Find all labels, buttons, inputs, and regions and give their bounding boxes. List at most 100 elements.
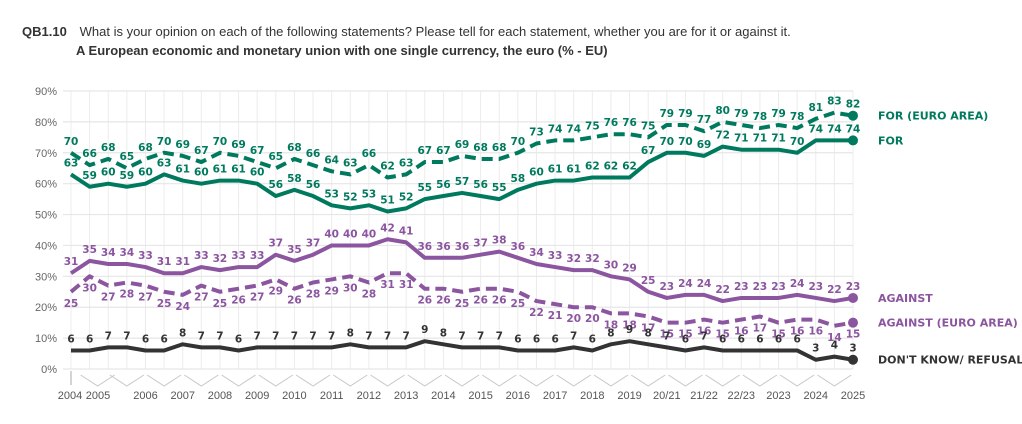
x-axis-chevron (668, 374, 703, 387)
data-label: 3 (849, 343, 856, 355)
legend-label: AGAINST (EURO AREA) (878, 317, 1018, 330)
data-label: 7 (700, 330, 707, 342)
data-label: 31 (380, 279, 395, 291)
data-label: 70 (659, 136, 674, 148)
series-end-marker (848, 135, 858, 146)
data-label: 70 (213, 136, 228, 148)
data-label: 6 (682, 333, 689, 345)
series-line-against-euro-area (69, 271, 854, 328)
data-label: 27 (194, 292, 209, 304)
data-label: 23 (659, 281, 674, 293)
data-label: 81 (808, 102, 823, 114)
data-label: 7 (402, 330, 409, 342)
data-label: 62 (604, 160, 619, 172)
data-label: 69 (697, 139, 712, 151)
data-label: 60 (529, 167, 544, 179)
x-axis-chevron (184, 374, 219, 387)
data-label: 52 (343, 191, 358, 203)
data-label: 25 (64, 298, 79, 310)
series-end-marker (848, 110, 858, 121)
data-label: 23 (753, 281, 768, 293)
data-label: 70 (790, 136, 805, 148)
data-label: 66 (82, 148, 97, 160)
data-label: 7 (105, 330, 112, 342)
data-label: 6 (775, 333, 782, 345)
data-label: 33 (548, 250, 563, 262)
data-label: 71 (771, 133, 786, 145)
data-label: 63 (399, 157, 414, 169)
data-label: 53 (324, 188, 339, 200)
data-label: 68 (287, 142, 302, 154)
x-tick-label: 2014 (431, 390, 455, 402)
data-label: 37 (306, 238, 321, 250)
data-label: 56 (473, 179, 488, 191)
series-end-marker (848, 354, 858, 365)
data-label: 51 (380, 194, 395, 206)
data-label: 22 (715, 284, 730, 296)
data-label: 29 (324, 285, 339, 297)
x-axis-chevron (481, 374, 517, 387)
x-tick-label: 2023 (766, 390, 790, 402)
x-axis-chevron (556, 374, 591, 387)
data-label: 6 (86, 333, 93, 345)
data-label: 25 (213, 298, 228, 310)
data-label: 28 (306, 289, 321, 301)
x-axis-chevron (705, 374, 740, 387)
data-label: 26 (436, 295, 451, 307)
data-label: 67 (194, 145, 209, 157)
data-label: 66 (362, 148, 377, 160)
x-tick-label: 2012 (357, 390, 381, 402)
data-label: 36 (417, 241, 432, 253)
data-label: 26 (417, 295, 432, 307)
data-label: 7 (328, 330, 335, 342)
x-tick-label: 2011 (320, 390, 344, 402)
series-end-marker (848, 317, 858, 328)
data-label: 38 (492, 235, 507, 247)
series-line-don-t-know-refusal (71, 339, 854, 362)
y-tick-label: 0% (41, 364, 57, 376)
data-label: 31 (175, 256, 190, 268)
data-label: 70 (64, 136, 79, 148)
data-label: 25 (157, 298, 172, 310)
data-label: 28 (120, 289, 135, 301)
data-label: 7 (216, 330, 223, 342)
x-tick-label: 2006 (133, 390, 157, 402)
data-label: 60 (138, 167, 153, 179)
data-label: 15 (659, 329, 674, 341)
y-tick-label: 90% (35, 86, 57, 98)
data-label: 6 (756, 333, 763, 345)
x-tick-label: 2005 (86, 390, 110, 402)
data-label: 62 (380, 160, 395, 172)
data-label: 71 (753, 133, 768, 145)
data-label: 21 (548, 310, 563, 322)
data-label: 56 (268, 179, 283, 191)
data-label: 76 (622, 117, 637, 129)
data-label: 64 (324, 154, 339, 166)
data-label: 7 (272, 330, 279, 342)
data-label: 7 (365, 330, 372, 342)
data-label: 61 (566, 164, 581, 176)
data-label: 22 (827, 284, 842, 296)
data-label: 70 (678, 136, 693, 148)
data-label: 63 (157, 157, 172, 169)
x-axis-chevron (817, 374, 852, 387)
legend-label: FOR (EURO AREA) (878, 110, 988, 123)
data-label: 70 (157, 136, 172, 148)
x-tick-label: 2018 (580, 390, 604, 402)
data-label: 7 (663, 330, 670, 342)
data-label: 25 (511, 298, 526, 310)
series-line-against (69, 237, 854, 304)
data-label: 53 (362, 188, 377, 200)
data-label: 69 (175, 139, 190, 151)
data-label: 36 (511, 241, 526, 253)
data-label: 55 (492, 182, 507, 194)
data-label: 33 (138, 250, 153, 262)
data-label: 70 (511, 136, 526, 148)
data-label: 61 (231, 164, 246, 176)
x-tick-label: 2007 (170, 390, 194, 402)
x-axis-chevron (630, 374, 666, 387)
y-tick-label: 30% (35, 271, 57, 283)
data-label: 40 (362, 228, 377, 240)
x-axis-chevron (370, 374, 405, 387)
x-axis-chevron (80, 374, 115, 387)
